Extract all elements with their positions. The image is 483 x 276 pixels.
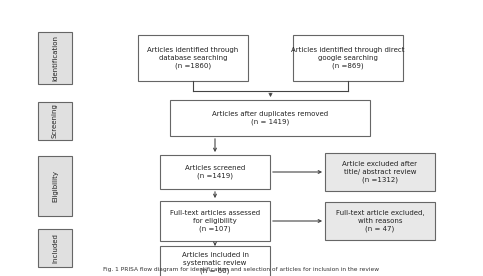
Text: Articles after duplicates removed
(n = 1419): Articles after duplicates removed (n = 1…	[212, 111, 328, 125]
Bar	[138, 35, 248, 81]
Text: Articles identified through
database searching
(n =1860): Articles identified through database sea…	[147, 47, 239, 69]
Bar	[160, 201, 270, 241]
Text: Full-text article excluded,
with reasons
(n = 47): Full-text article excluded, with reasons…	[336, 210, 424, 232]
Bar	[38, 229, 72, 267]
Text: Screening: Screening	[52, 104, 58, 139]
Text: Fig. 1 PRISA flow diagram for identification and selection of articles for inclu: Fig. 1 PRISA flow diagram for identifica…	[103, 267, 379, 272]
Text: Article excluded after
title/ abstract review
(n =1312): Article excluded after title/ abstract r…	[342, 161, 417, 183]
Bar	[325, 202, 435, 240]
Text: Articles screened
(n =1419): Articles screened (n =1419)	[185, 165, 245, 179]
Text: Eligibility: Eligibility	[52, 170, 58, 202]
Bar	[38, 102, 72, 140]
Bar	[38, 32, 72, 84]
Text: Included: Included	[52, 233, 58, 263]
Text: Identification: Identification	[52, 35, 58, 81]
Bar	[170, 100, 370, 136]
Text: Articles included in
systematic review
(n = 60): Articles included in systematic review (…	[182, 252, 248, 274]
Text: Articles identified through direct
google searching
(n =869): Articles identified through direct googl…	[291, 47, 405, 69]
Text: Full-text articles assessed
for eligibility
(n =107): Full-text articles assessed for eligibil…	[170, 210, 260, 232]
Bar	[160, 246, 270, 276]
Bar	[38, 156, 72, 216]
Bar	[293, 35, 403, 81]
Bar	[160, 155, 270, 189]
Bar	[325, 153, 435, 191]
